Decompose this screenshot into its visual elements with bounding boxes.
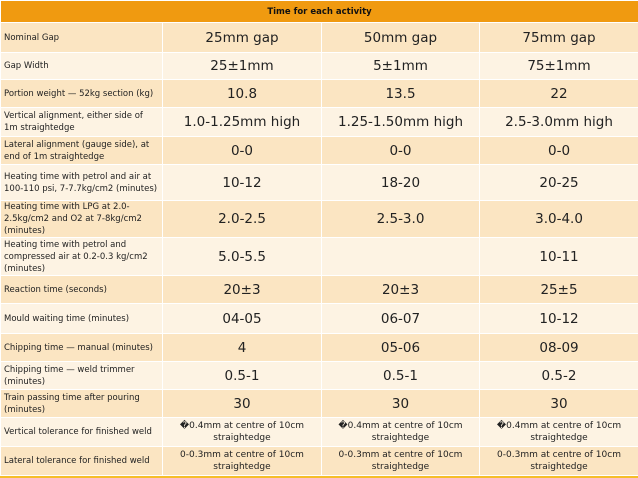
cell-75mm: 0.5-2 (478, 361, 638, 390)
cell-25mm: 0-0.3mm at centre of 10cm straightedge (162, 446, 322, 476)
cell-75mm: 10-11 (478, 237, 638, 276)
cell-75mm: 75±1mm (478, 52, 638, 80)
table-row: Heating time with petrol and air at 100-… (0, 164, 638, 201)
row-label: Train passing time after pouring (minute… (0, 389, 163, 418)
table-row: Portion weight — 52kg section (kg) 10.8 … (0, 79, 638, 108)
table-row: Lateral alignment (gauge side), at end o… (0, 136, 638, 165)
cell-25mm: 4 (162, 333, 322, 362)
cell-50mm: 30 (321, 389, 480, 418)
cell-25mm: 5.0-5.5 (162, 237, 322, 276)
cell-25mm: 25±1mm (162, 52, 322, 80)
table-row: Lateral tolerance for finished weld 0-0.… (0, 446, 638, 476)
cell-50mm: 50mm gap (321, 22, 480, 53)
table-row: Nominal Gap 25mm gap 50mm gap 75mm gap (0, 22, 638, 53)
cell-50mm (321, 237, 480, 276)
cell-25mm: 2.0-2.5 (162, 200, 322, 238)
cell-50mm: 0-0.3mm at centre of 10cm straightedge (321, 446, 480, 476)
row-label: Heating time with petrol and air at 100-… (0, 164, 163, 201)
cell-75mm: 0-0.3mm at centre of 10cm straightedge (478, 446, 638, 476)
cell-50mm: 0-0 (321, 136, 480, 165)
cell-75mm: 20-25 (478, 164, 638, 201)
row-label: Vertical alignment, either side of 1m st… (0, 107, 163, 137)
cell-50mm: 0.5-1 (321, 361, 480, 390)
cell-50mm: 5±1mm (321, 52, 480, 80)
cell-25mm: 25mm gap (162, 22, 322, 53)
table-row: Heating time with petrol and compressed … (0, 237, 638, 276)
cell-75mm: 25±5 (478, 275, 638, 304)
table-row: Vertical alignment, either side of 1m st… (0, 107, 638, 137)
cell-50mm: 18-20 (321, 164, 480, 201)
cell-75mm: 0-0 (478, 136, 638, 165)
cell-25mm: 0-0 (162, 136, 322, 165)
cell-50mm: 06-07 (321, 303, 480, 334)
cell-25mm: 04-05 (162, 303, 322, 334)
row-label: Chipping time — weld trimmer (minutes) (0, 361, 163, 390)
table-header-row: Time for each activity (0, 0, 638, 23)
cell-50mm: 20±3 (321, 275, 480, 304)
row-label: Heating time with petrol and compressed … (0, 237, 163, 276)
row-label: Heating time with LPG at 2.0-2.5kg/cm2 a… (0, 200, 163, 238)
cell-75mm: 2.5-3.0mm high (478, 107, 638, 137)
table-row: Mould waiting time (minutes) 04-05 06-07… (0, 303, 638, 334)
cell-75mm: 30 (478, 389, 638, 418)
cell-25mm: 10-12 (162, 164, 322, 201)
cell-25mm: 20±3 (162, 275, 322, 304)
table-row: Reaction time (seconds) 20±3 20±3 25±5 (0, 275, 638, 304)
cell-75mm: 75mm gap (478, 22, 638, 53)
row-label: Lateral tolerance for finished weld (0, 446, 163, 476)
table-row: Gap Width 25±1mm 5±1mm 75±1mm (0, 52, 638, 80)
table-row: Vertical tolerance for finished weld �0.… (0, 417, 638, 447)
row-label: Chipping time — manual (minutes) (0, 333, 163, 362)
cell-75mm: 08-09 (478, 333, 638, 362)
cell-75mm: �0.4mm at centre of 10cm straightedge (478, 417, 638, 447)
cell-50mm: 13.5 (321, 79, 480, 108)
row-label: Mould waiting time (minutes) (0, 303, 163, 334)
cell-50mm: 2.5-3.0 (321, 200, 480, 238)
table-row: Chipping time — weld trimmer (minutes) 0… (0, 361, 638, 390)
row-label: Portion weight — 52kg section (kg) (0, 79, 163, 108)
row-label: Vertical tolerance for finished weld (0, 417, 163, 447)
row-label: Reaction time (seconds) (0, 275, 163, 304)
row-label: Gap Width (0, 52, 163, 80)
row-label: Lateral alignment (gauge side), at end o… (0, 136, 163, 165)
table-title: Time for each activity (0, 0, 638, 23)
cell-25mm: 30 (162, 389, 322, 418)
table-row: Train passing time after pouring (minute… (0, 389, 638, 418)
cell-25mm: 10.8 (162, 79, 322, 108)
cell-50mm: �0.4mm at centre of 10cm straightedge (321, 417, 480, 447)
cell-50mm: 1.25-1.50mm high (321, 107, 480, 137)
cell-75mm: 22 (478, 79, 638, 108)
cell-25mm: 1.0-1.25mm high (162, 107, 322, 137)
cell-25mm: �0.4mm at centre of 10cm straightedge (162, 417, 322, 447)
table-row: Heating time with LPG at 2.0-2.5kg/cm2 a… (0, 200, 638, 238)
row-label: Nominal Gap (0, 22, 163, 53)
cell-75mm: 10-12 (478, 303, 638, 334)
cell-50mm: 05-06 (321, 333, 480, 362)
cell-75mm: 3.0-4.0 (478, 200, 638, 238)
table-row: Chipping time — manual (minutes) 4 05-06… (0, 333, 638, 362)
cell-25mm: 0.5-1 (162, 361, 322, 390)
